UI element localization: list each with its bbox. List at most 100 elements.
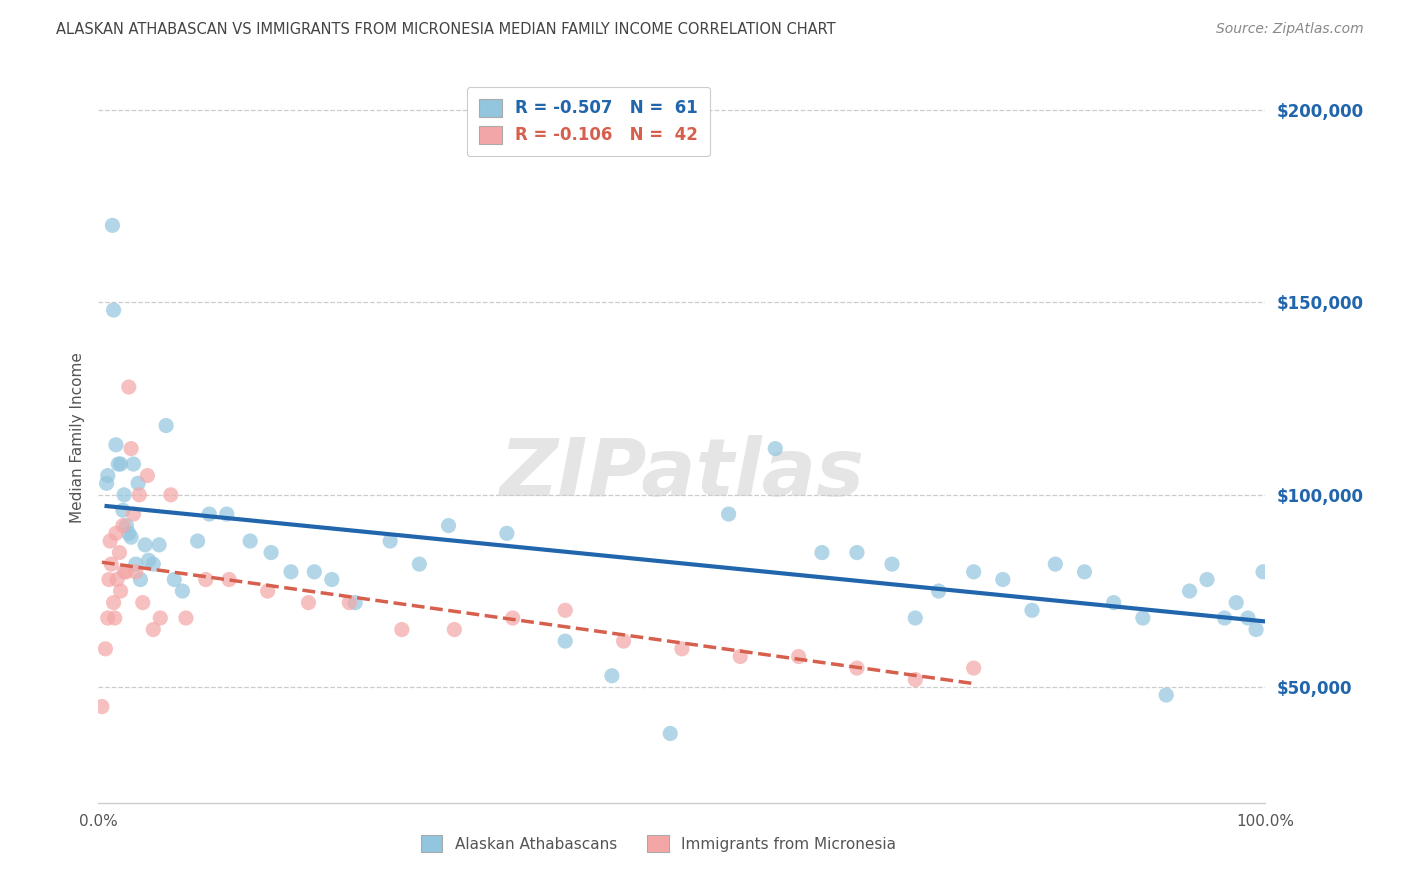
Point: [671, 641, 693, 656]
Point: [437, 518, 460, 533]
Point: [127, 476, 149, 491]
Point: [1178, 584, 1201, 599]
Point: [443, 623, 465, 637]
Point: [94, 641, 117, 656]
Point: [502, 611, 524, 625]
Legend: Alaskan Athabascans, Immigrants from Micronesia: Alaskan Athabascans, Immigrants from Mic…: [412, 826, 905, 861]
Point: [115, 565, 138, 579]
Point: [104, 611, 127, 625]
Y-axis label: Median Family Income: Median Family Income: [69, 351, 84, 523]
Point: [496, 526, 519, 541]
Point: [103, 303, 125, 318]
Point: [187, 534, 209, 549]
Point: [1045, 557, 1067, 571]
Point: [218, 573, 240, 587]
Point: [112, 565, 135, 579]
Point: [90, 699, 112, 714]
Point: [256, 584, 278, 599]
Point: [962, 565, 984, 579]
Point: [846, 661, 869, 675]
Point: [215, 507, 238, 521]
Point: [991, 573, 1014, 587]
Point: [239, 534, 262, 549]
Point: [280, 565, 302, 579]
Point: [554, 634, 576, 648]
Point: [717, 507, 740, 521]
Point: [1132, 611, 1154, 625]
Point: [112, 488, 135, 502]
Point: [107, 457, 129, 471]
Point: [194, 573, 217, 587]
Point: [730, 649, 752, 664]
Point: [159, 488, 181, 502]
Point: [613, 634, 636, 648]
Point: [380, 534, 402, 549]
Point: [128, 488, 150, 502]
Point: [904, 673, 927, 687]
Point: [100, 557, 122, 571]
Point: [811, 545, 834, 559]
Point: [1213, 611, 1236, 625]
Point: [110, 457, 132, 471]
Point: [104, 438, 127, 452]
Point: [97, 468, 120, 483]
Point: [120, 530, 142, 544]
Point: [132, 596, 155, 610]
Point: [96, 476, 118, 491]
Point: [1237, 611, 1260, 625]
Point: [111, 503, 134, 517]
Point: [172, 584, 194, 599]
Point: [155, 418, 177, 433]
Point: [142, 623, 165, 637]
Point: [115, 518, 138, 533]
Point: [600, 669, 623, 683]
Point: [163, 573, 186, 587]
Point: [111, 518, 134, 533]
Point: [129, 573, 152, 587]
Point: [118, 526, 141, 541]
Point: [103, 596, 125, 610]
Text: ALASKAN ATHABASCAN VS IMMIGRANTS FROM MICRONESIA MEDIAN FAMILY INCOME CORRELATIO: ALASKAN ATHABASCAN VS IMMIGRANTS FROM MI…: [56, 22, 835, 37]
Point: [880, 557, 903, 571]
Point: [659, 726, 682, 740]
Point: [554, 603, 576, 617]
Point: [136, 468, 159, 483]
Point: [1225, 596, 1247, 610]
Point: [408, 557, 430, 571]
Point: [337, 596, 360, 610]
Point: [344, 596, 367, 610]
Point: [1251, 565, 1274, 579]
Point: [198, 507, 221, 521]
Point: [149, 611, 172, 625]
Point: [104, 526, 127, 541]
Point: [1154, 688, 1177, 702]
Text: ZIPatlas: ZIPatlas: [499, 434, 865, 513]
Text: Source: ZipAtlas.com: Source: ZipAtlas.com: [1216, 22, 1364, 37]
Point: [787, 649, 810, 664]
Point: [134, 538, 156, 552]
Point: [142, 557, 165, 571]
Point: [125, 565, 148, 579]
Point: [122, 457, 145, 471]
Point: [118, 380, 141, 394]
Point: [1073, 565, 1095, 579]
Point: [1195, 573, 1218, 587]
Point: [297, 596, 319, 610]
Point: [962, 661, 984, 675]
Point: [98, 534, 121, 549]
Point: [928, 584, 950, 599]
Point: [321, 573, 343, 587]
Point: [846, 545, 869, 559]
Point: [904, 611, 927, 625]
Point: [97, 573, 120, 587]
Point: [122, 507, 145, 521]
Point: [101, 219, 124, 233]
Point: [1244, 623, 1267, 637]
Point: [120, 442, 142, 456]
Point: [105, 573, 128, 587]
Point: [108, 545, 131, 559]
Point: [1102, 596, 1125, 610]
Point: [148, 538, 170, 552]
Point: [1021, 603, 1043, 617]
Point: [304, 565, 326, 579]
